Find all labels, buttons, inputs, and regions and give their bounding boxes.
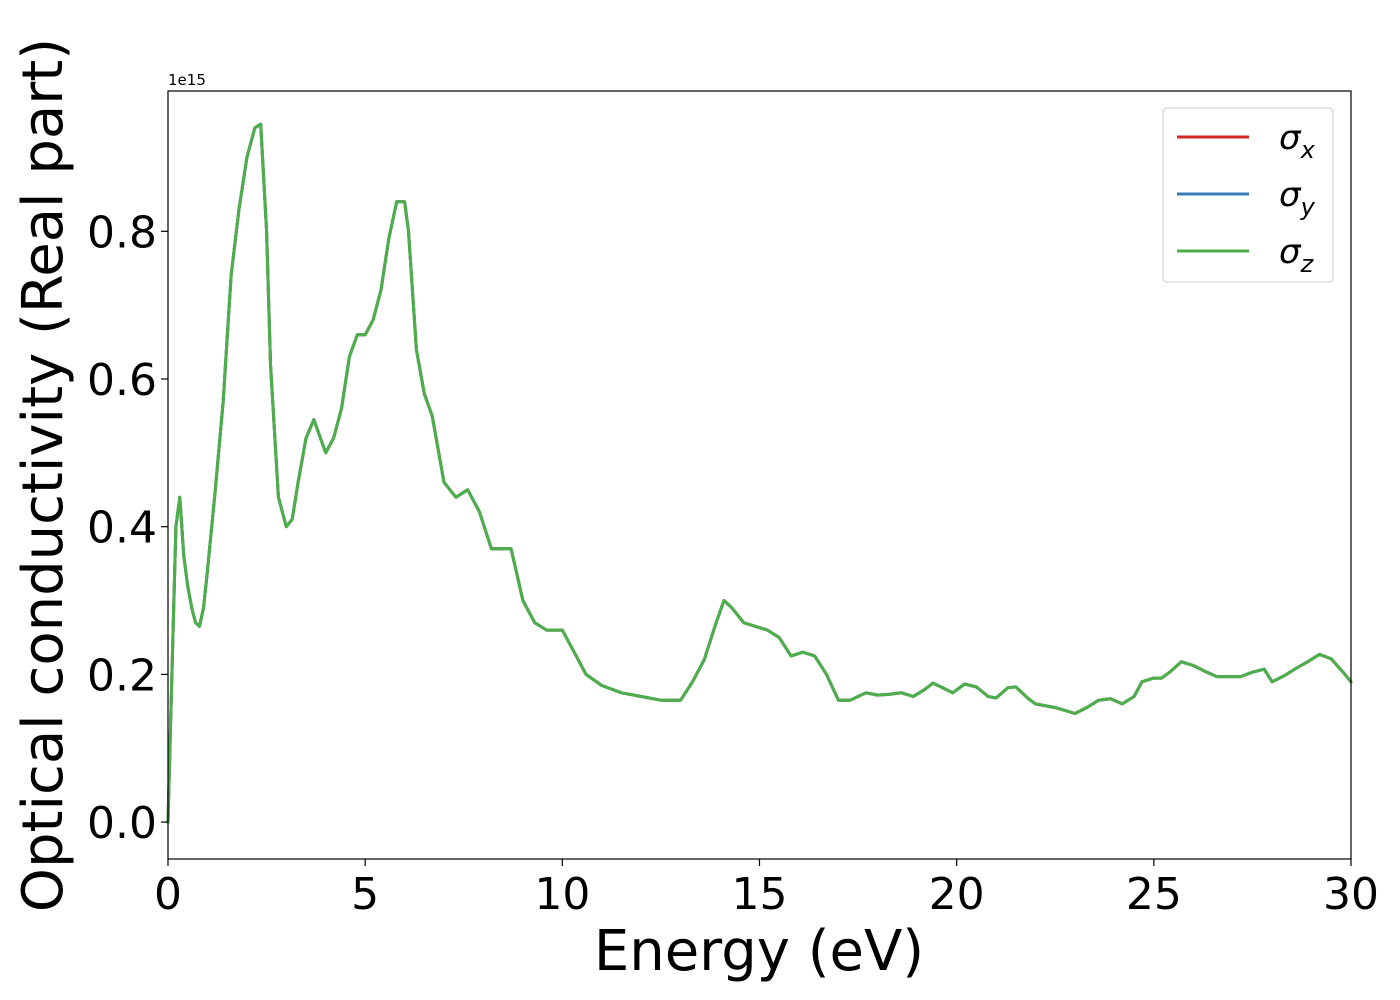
x-tick-label: 10 [534,869,590,920]
y-tick-label: 0.8 [87,207,157,258]
x-tick-label: 20 [929,869,985,920]
legend-symbol: σ [1279,175,1302,215]
legend-label-z: σz [1279,232,1315,278]
legend-label-y: σy [1279,175,1316,221]
y-tick-label: 0.6 [87,355,157,406]
y-tick-label: 0.2 [87,650,157,701]
legend-subscript: y [1300,193,1316,221]
x-tick-label: 30 [1323,869,1379,920]
series-layer [166,122,1353,824]
x-axis-ticks: 0 5 10 15 20 25 30 [154,859,1379,920]
y-offset-label: 1e15 [168,71,206,89]
legend-symbol: σ [1279,232,1302,272]
legend-subscript: x [1300,136,1316,164]
x-tick-label: 15 [732,869,788,920]
legend-label-x: σx [1279,118,1316,164]
x-tick-label: 0 [154,869,182,920]
legend-subscript: z [1300,250,1315,278]
x-tick-label: 5 [351,869,379,920]
series-line-z [166,122,1353,824]
y-axis-ticks: 0.0 0.2 0.4 0.6 0.8 [87,207,168,849]
y-tick-label: 0.4 [87,503,157,554]
x-axis-label: Energy (eV) [594,919,924,984]
x-tick-label: 25 [1126,869,1182,920]
y-axis-label: Optical conductivity (Real part) [11,38,76,912]
y-tick-label: 0.0 [87,798,157,849]
legend-symbol: σ [1279,118,1302,158]
